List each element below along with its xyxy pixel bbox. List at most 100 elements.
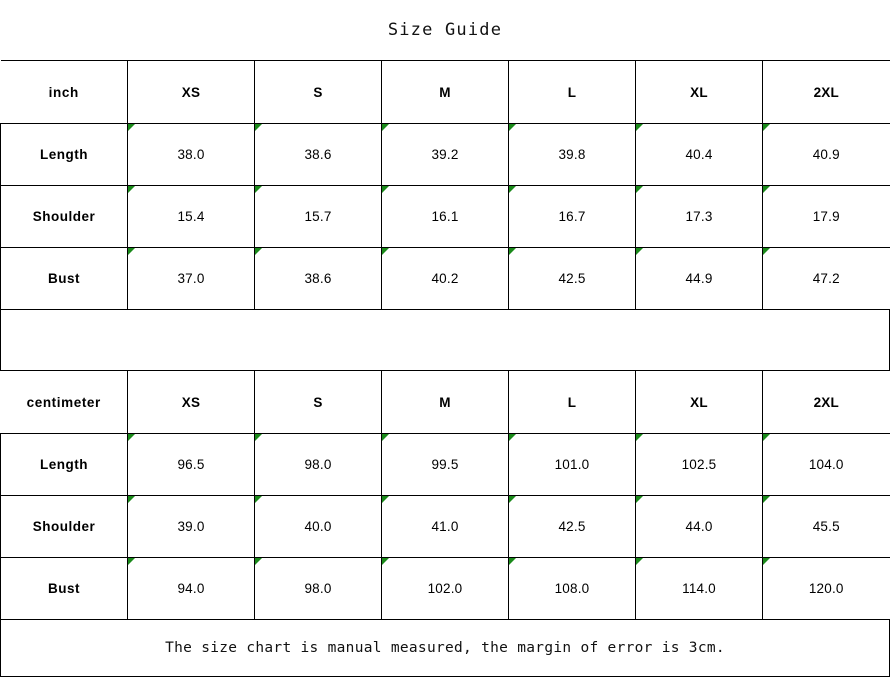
cell-value: 96.5 [177, 457, 205, 472]
inch-column-header-2xl: 2XL [762, 60, 890, 124]
cell-flag-icon [636, 434, 643, 441]
cell-value: 17.9 [812, 209, 840, 224]
cm-length-2xl: 104.0 [762, 433, 890, 496]
table-row: Bust 37.0 38.6 40.2 42.5 [0, 247, 890, 310]
cm-length-xs: 96.5 [127, 433, 255, 496]
inch-shoulder-xs: 15.4 [127, 185, 255, 248]
cell-flag-icon [128, 186, 135, 193]
table-row: Bust 94.0 98.0 102.0 108.0 [0, 557, 890, 620]
cell-value: 44.9 [685, 271, 713, 286]
cm-header-row: centimeter XS S M L XL 2XL [0, 370, 890, 434]
cell-flag-icon [636, 558, 643, 565]
cell-value: 104.0 [808, 457, 844, 472]
cm-unit-label: centimeter [0, 370, 128, 434]
cell-flag-icon [255, 124, 262, 131]
cm-shoulder-s: 40.0 [254, 495, 382, 558]
inch-column-header-s: S [254, 60, 382, 124]
cell-value: 15.4 [177, 209, 205, 224]
cm-column-header-2xl: 2XL [762, 370, 890, 434]
cell-flag-icon [255, 434, 262, 441]
cell-value: 37.0 [177, 271, 205, 286]
cell-value: 38.0 [177, 147, 205, 162]
table-row: Length 38.0 38.6 39.2 39.8 [0, 123, 890, 186]
cell-flag-icon [509, 558, 516, 565]
cell-value: 16.1 [431, 209, 459, 224]
inch-column-header-l: L [508, 60, 636, 124]
cell-value: 39.8 [558, 147, 586, 162]
cell-value: 41.0 [431, 519, 459, 534]
cell-flag-icon [255, 186, 262, 193]
page-title: Size Guide [0, 0, 890, 61]
cell-flag-icon [636, 248, 643, 255]
cell-flag-icon [382, 558, 389, 565]
inch-length-2xl: 40.9 [762, 123, 890, 186]
cell-value: 47.2 [812, 271, 840, 286]
cell-value: 102.5 [681, 457, 717, 472]
cm-shoulder-xl: 44.0 [635, 495, 763, 558]
cell-flag-icon [255, 558, 262, 565]
cell-flag-icon [382, 124, 389, 131]
table-spacer [0, 309, 890, 371]
cell-value: 120.0 [808, 581, 844, 596]
inch-shoulder-2xl: 17.9 [762, 185, 890, 248]
cell-flag-icon [382, 496, 389, 503]
cell-flag-icon [763, 558, 770, 565]
cell-value: 38.6 [304, 147, 332, 162]
inch-column-header-m: M [381, 60, 509, 124]
table-row: Shoulder 39.0 40.0 41.0 42.5 [0, 495, 890, 558]
cell-flag-icon [763, 248, 770, 255]
cell-flag-icon [636, 124, 643, 131]
inch-bust-s: 38.6 [254, 247, 382, 310]
cell-value: 17.3 [685, 209, 713, 224]
inch-row-label-length: Length [0, 123, 128, 186]
cell-flag-icon [509, 434, 516, 441]
inch-shoulder-l: 16.7 [508, 185, 636, 248]
inch-shoulder-xl: 17.3 [635, 185, 763, 248]
cm-length-s: 98.0 [254, 433, 382, 496]
table-spacer-row [0, 309, 890, 371]
cm-row-label-shoulder: Shoulder [0, 495, 128, 558]
cm-column-header-m: M [381, 370, 509, 434]
inch-length-m: 39.2 [381, 123, 509, 186]
cell-value: 42.5 [558, 519, 586, 534]
cm-shoulder-2xl: 45.5 [762, 495, 890, 558]
cell-flag-icon [763, 496, 770, 503]
cm-length-l: 101.0 [508, 433, 636, 496]
cell-flag-icon [128, 124, 135, 131]
title-row: Size Guide [0, 0, 890, 61]
inch-shoulder-m: 16.1 [381, 185, 509, 248]
cm-row-label-bust: Bust [0, 557, 128, 620]
cell-flag-icon [763, 124, 770, 131]
cm-bust-m: 102.0 [381, 557, 509, 620]
inch-unit-label: inch [0, 60, 128, 124]
inch-bust-xs: 37.0 [127, 247, 255, 310]
cell-value: 40.0 [304, 519, 332, 534]
cm-bust-l: 108.0 [508, 557, 636, 620]
inch-column-header-xl: XL [635, 60, 763, 124]
inch-bust-m: 40.2 [381, 247, 509, 310]
inch-length-s: 38.6 [254, 123, 382, 186]
cell-value: 108.0 [554, 581, 590, 596]
table-row: Shoulder 15.4 15.7 16.1 16.7 [0, 185, 890, 248]
cell-flag-icon [763, 434, 770, 441]
cell-flag-icon [763, 186, 770, 193]
cell-value: 101.0 [554, 457, 590, 472]
cm-row-label-length: Length [0, 433, 128, 496]
cm-column-header-l: L [508, 370, 636, 434]
cm-shoulder-m: 41.0 [381, 495, 509, 558]
inch-bust-xl: 44.9 [635, 247, 763, 310]
cell-value: 40.2 [431, 271, 459, 286]
cell-value: 38.6 [304, 271, 332, 286]
inch-length-xs: 38.0 [127, 123, 255, 186]
inch-length-xl: 40.4 [635, 123, 763, 186]
cell-value: 99.5 [431, 457, 459, 472]
cell-flag-icon [509, 248, 516, 255]
cell-value: 40.9 [812, 147, 840, 162]
cell-value: 98.0 [304, 457, 332, 472]
cell-value: 40.4 [685, 147, 713, 162]
cell-flag-icon [382, 434, 389, 441]
cell-value: 39.0 [177, 519, 205, 534]
inch-row-label-bust: Bust [0, 247, 128, 310]
cell-value: 102.0 [427, 581, 463, 596]
